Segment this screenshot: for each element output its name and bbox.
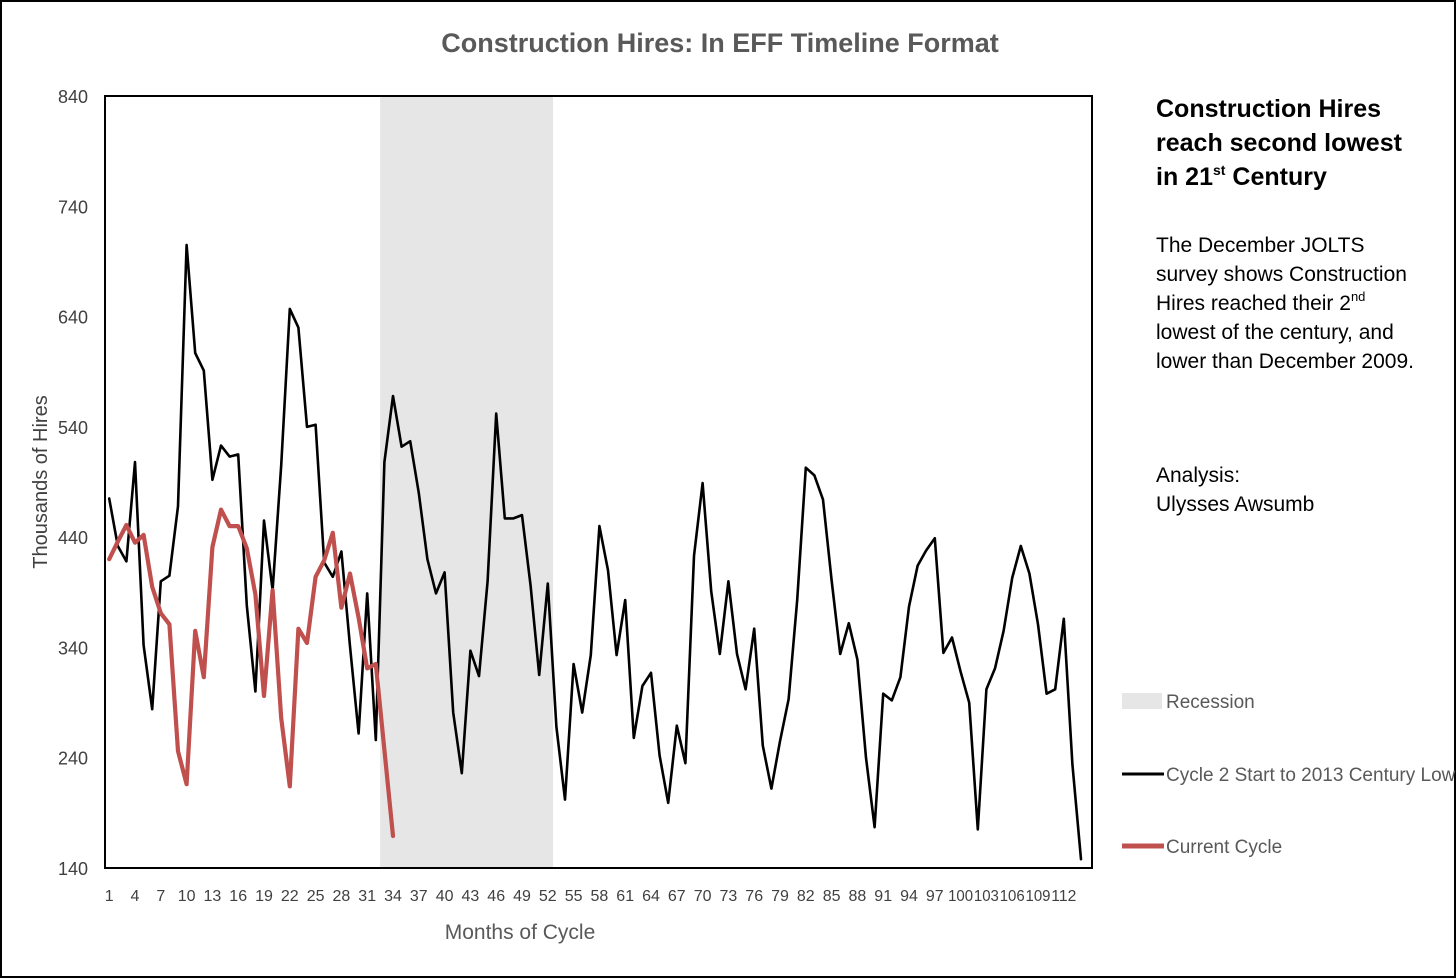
legend-label: Recession [1166, 692, 1255, 713]
analysis-credit: Analysis: Ulysses Awsumb [1156, 461, 1416, 519]
legend-label: Current Cycle [1166, 837, 1282, 858]
annotation-panel: Construction Hires reach second lowest i… [1156, 92, 1416, 519]
x-tick-label: 106 [1000, 888, 1025, 905]
body-text: The December JOLTS survey shows Construc… [1156, 234, 1407, 315]
analysis-label: Analysis: [1156, 464, 1241, 487]
body-text-end: lowest of the century, and lower than De… [1156, 321, 1414, 373]
series-line-current-cycle [107, 507, 396, 839]
x-tick-label: 40 [436, 888, 454, 905]
x-tick-label: 25 [307, 888, 325, 905]
chart-title: Construction Hires: In EFF Timeline Form… [441, 28, 999, 58]
y-tick-label: 840 [58, 87, 88, 107]
x-tick-label: 97 [926, 888, 944, 905]
y-tick-label: 240 [58, 749, 88, 769]
series-line-cycle-2 [107, 243, 1083, 861]
x-tick-label: 55 [565, 888, 583, 905]
x-tick-label: 10 [178, 888, 196, 905]
x-tick-label: 76 [745, 888, 763, 905]
x-tick-label: 22 [281, 888, 299, 905]
x-tick-label: 61 [616, 888, 634, 905]
x-tick-label: 52 [539, 888, 557, 905]
legend-item-recession: Recession [1122, 692, 1255, 713]
recession-band [380, 96, 553, 868]
x-tick-label: 28 [333, 888, 351, 905]
y-axis-label: Thousands of Hires [30, 395, 52, 568]
y-tick-label: 440 [58, 528, 88, 548]
x-axis-label: Months of Cycle [445, 921, 596, 944]
y-tick-label: 140 [58, 859, 88, 879]
x-tick-label: 70 [694, 888, 712, 905]
x-tick-label: 85 [823, 888, 841, 905]
x-tick-label: 34 [384, 888, 402, 905]
x-tick-label: 91 [874, 888, 892, 905]
x-tick-label: 49 [513, 888, 531, 905]
x-tick-label: 58 [591, 888, 609, 905]
x-tick-label: 31 [358, 888, 376, 905]
y-tick-label: 640 [58, 308, 88, 328]
body-superscript: nd [1350, 289, 1366, 304]
x-tick-label: 1 [105, 888, 114, 905]
y-tick-label: 540 [58, 418, 88, 438]
x-tick-label: 64 [642, 888, 660, 905]
x-tick-label: 94 [900, 888, 918, 905]
x-tick-label: 109 [1026, 888, 1051, 905]
annotation-body: The December JOLTS survey shows Construc… [1156, 231, 1416, 376]
y-tick-label: 340 [58, 638, 88, 658]
headline-text-end: Century [1225, 163, 1327, 191]
legend-item-current-cycle: Current Cycle [1122, 837, 1282, 858]
x-tick-label: 4 [131, 888, 140, 905]
x-tick-label: 43 [462, 888, 480, 905]
x-tick-label: 7 [156, 888, 165, 905]
plot-area [104, 95, 1093, 869]
x-tick-label: 82 [797, 888, 815, 905]
x-tick-label: 88 [849, 888, 867, 905]
x-tick-label: 67 [668, 888, 686, 905]
legend-swatch [1122, 693, 1162, 709]
legend: Recession Cycle 2 Start to 2013 Century L… [1122, 692, 1456, 858]
headline-superscript: st [1212, 162, 1226, 178]
x-tick-label: 13 [204, 888, 222, 905]
headline-text: Construction Hires reach second lowest i… [1156, 95, 1402, 191]
x-tick-label: 112 [1051, 888, 1076, 905]
annotation-headline: Construction Hires reach second lowest i… [1156, 92, 1416, 194]
x-tick-label: 79 [771, 888, 789, 905]
x-tick-label: 103 [974, 888, 999, 905]
x-tick-label: 37 [410, 888, 428, 905]
y-tick-label: 740 [58, 197, 88, 217]
legend-label: Cycle 2 Start to 2013 Century Low [1166, 765, 1456, 786]
x-tick-label: 100 [948, 888, 973, 905]
legend-item-cycle-2: Cycle 2 Start to 2013 Century Low [1122, 765, 1456, 786]
x-tick-label: 16 [229, 888, 247, 905]
x-tick-label: 19 [255, 888, 273, 905]
x-tick-label: 46 [487, 888, 505, 905]
analysis-author: Ulysses Awsumb [1156, 493, 1315, 516]
x-tick-label: 73 [720, 888, 738, 905]
